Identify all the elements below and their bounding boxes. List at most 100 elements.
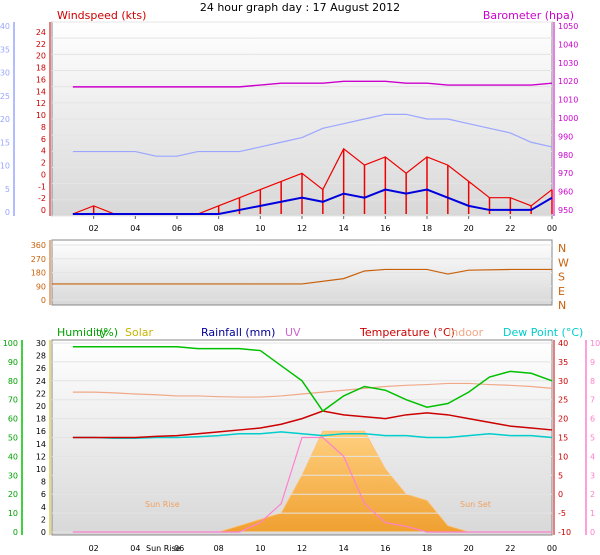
compass-label: S [558, 271, 565, 284]
wind-outer-tick-label: 10 [0, 162, 10, 171]
p3-x-tick-label: 20 [464, 544, 474, 553]
barometer-axis-title: Barometer (hpa) [483, 9, 574, 22]
temp-humidity-series [72, 346, 553, 533]
wind-outer-trace [72, 113, 553, 157]
wind-inner-tick-label: -1 [38, 182, 46, 191]
wind-baro-series [72, 80, 553, 215]
solar-tick-label: 24 [36, 377, 46, 386]
winddir-line [52, 268, 552, 285]
temp-humidity-panel: Humidity (%) Solar Rainfall (mm) UV Temp… [3, 326, 600, 553]
bottom-sunrise-label: Sun Rise [146, 544, 181, 553]
solar-tick-label: 18 [36, 415, 46, 424]
p1-x-tick-label: 20 [464, 224, 474, 233]
humidity-tick-label: 100 [3, 339, 18, 348]
solar-tick-label: 8 [41, 478, 46, 487]
solar-tick-label: 10 [36, 465, 46, 474]
solar-tick-label: 2 [41, 515, 46, 524]
p1-x-tick-label: 00 [547, 224, 557, 233]
baro-tick-label: 1020 [558, 77, 578, 86]
solar-tick-label: 26 [36, 364, 46, 373]
bottom-sunrise-tick: 06 [174, 544, 184, 553]
baro-tick-label: 1000 [558, 114, 578, 123]
uv-tick-label: 6 [590, 415, 595, 424]
baro-tick-label: 980 [558, 151, 573, 160]
compass-label: W [558, 256, 569, 269]
legend-dewpoint: Dew Point (°C) [503, 326, 583, 339]
uv-tick-label: 5 [590, 434, 595, 443]
baro-tick-label: 990 [558, 132, 573, 141]
uv-tick-label: 2 [590, 490, 595, 499]
wind-outer-tick-label: 40 [0, 22, 10, 31]
panel3-legend: Humidity (%) Solar Rainfall (mm) UV Temp… [57, 326, 583, 339]
p3-x-tick-label: 00 [547, 544, 557, 553]
solar-tick-label: 20 [36, 402, 46, 411]
p3-x-tick-label: 04 [130, 544, 140, 553]
wind-inner-tick-label: 24 [36, 28, 46, 37]
temp-tick-label: 35 [558, 358, 568, 367]
uv-line [72, 436, 552, 533]
uv-tick-label: 7 [590, 396, 595, 405]
temp-tick-label: 25 [558, 396, 568, 405]
p1-x-tick-label: 04 [130, 224, 140, 233]
wind-inner-tick-label: -2 [38, 194, 46, 203]
baro-tick-label: 1050 [558, 22, 578, 31]
temp-tick-label: 40 [558, 339, 568, 348]
legend-rainfall: Rainfall (mm) [201, 326, 275, 339]
baro-tick-label: 1010 [558, 96, 578, 105]
baro-tick-label: 1040 [558, 40, 578, 49]
humidity-tick-label: 0 [13, 528, 18, 537]
wind-baro-panel: Windspeed (kts) Barometer (hpa) 40353025… [0, 9, 578, 233]
wind-inner-tick-label: 8 [41, 123, 46, 132]
wind-outer-tick-label: 15 [0, 138, 10, 147]
legend-temperature: Temperature (°C) [359, 326, 455, 339]
compass-label: N [558, 242, 566, 255]
temp-tick-label: 20 [558, 415, 568, 424]
solar-tick-label: 30 [36, 339, 46, 348]
p1-x-tick-label: 18 [422, 224, 432, 233]
p1-x-tick-label: 14 [339, 224, 349, 233]
temp-tick-label: -5 [558, 509, 566, 518]
winddir-tick-label: 270 [31, 255, 46, 264]
humidity-line [72, 346, 553, 413]
temp-tick-label: -10 [558, 528, 571, 537]
solar-tick-label: 0 [41, 528, 46, 537]
p3-x-tick-label: 08 [214, 544, 224, 553]
baro-tick-label: 1030 [558, 59, 578, 68]
legend-humidity-unit: (%) [99, 326, 118, 339]
wind-outer-tick-label: 20 [0, 115, 10, 124]
wind-inner-tick-label: 4 [41, 147, 46, 156]
legend-humidity: Humidity [57, 326, 107, 339]
temp-tick-label: 10 [558, 452, 568, 461]
temp-tick-label: 0 [558, 490, 563, 499]
p1-x-tick-label: 12 [297, 224, 307, 233]
winddir-tick-label: 180 [31, 269, 46, 278]
wind-inner-tick-label: 6 [41, 135, 46, 144]
humidity-tick-label: 40 [8, 452, 18, 461]
wind-avg-line [72, 188, 553, 215]
uv-tick-label: 1 [590, 509, 595, 518]
temp-tick-label: 30 [558, 377, 568, 386]
compass-label: N [558, 299, 566, 312]
p3-x-tick-label: 12 [297, 544, 307, 553]
humidity-tick-label: 20 [8, 490, 18, 499]
wind-outer-tick-label: 30 [0, 69, 10, 78]
humidity-tick-label: 80 [8, 377, 18, 386]
uv-tick-label: 10 [590, 339, 600, 348]
solar-tick-label: 12 [36, 452, 46, 461]
compass-label: E [558, 285, 565, 298]
p1-x-tick-label: 22 [505, 224, 515, 233]
baro-tick-label: 960 [558, 188, 573, 197]
solar-tick-label: 16 [36, 427, 46, 436]
dewpoint-line [72, 431, 553, 440]
p1-x-tick-label: 08 [214, 224, 224, 233]
wind-inner-tick-label: 18 [36, 64, 46, 73]
uv-tick-label: 4 [590, 452, 595, 461]
sunrise-label: Sun Rise [145, 500, 180, 509]
indoor-temp-line [72, 382, 553, 398]
wind-direction-series [52, 268, 552, 285]
solar-tick-label: 14 [36, 440, 46, 449]
humidity-tick-label: 90 [8, 358, 18, 367]
legend-uv: UV [285, 326, 301, 339]
